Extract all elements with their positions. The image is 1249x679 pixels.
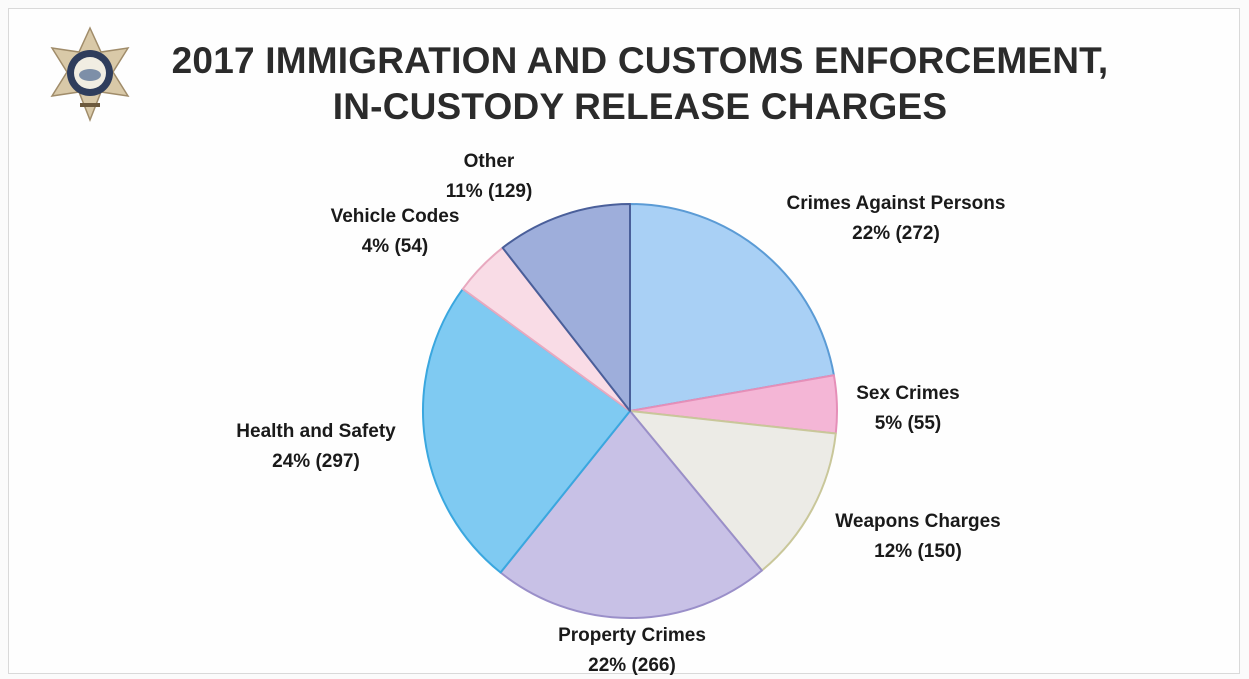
slice-value-label-other: 11% (129) xyxy=(446,181,533,202)
slice-label-crimes-against-persons: Crimes Against Persons xyxy=(787,193,1006,214)
slice-value-label-weapons-charges: 12% (150) xyxy=(874,541,962,562)
slice-value-label-vehicle-codes: 4% (54) xyxy=(362,236,429,257)
pie-slice-weapons-charges xyxy=(629,410,837,572)
slice-value-label-crimes-against-persons: 22% (272) xyxy=(852,223,940,244)
chart-title: 2017 IMMIGRATION AND CUSTOMS ENFORCEMENT… xyxy=(140,38,1140,130)
pie-slice-other xyxy=(501,203,631,412)
pie-slice-health-and-safety xyxy=(422,287,631,574)
slice-label-sex-crimes: Sex Crimes xyxy=(856,383,960,404)
pie-slice-crimes-against-persons xyxy=(629,203,835,412)
sheriff-star-badge-icon xyxy=(50,26,130,123)
slice-value-label-sex-crimes: 5% (55) xyxy=(875,413,942,434)
slice-value-label-property-crimes: 22% (266) xyxy=(588,655,676,676)
chart-title-line-2: IN-CUSTODY RELEASE CHARGES xyxy=(332,86,948,127)
slice-label-health-and-safety: Health and Safety xyxy=(236,421,396,442)
slice-label-weapons-charges: Weapons Charges xyxy=(835,511,1000,532)
slice-label-property-crimes: Property Crimes xyxy=(558,625,706,646)
slice-label-vehicle-codes: Vehicle Codes xyxy=(331,206,460,227)
slice-label-other: Other xyxy=(464,151,515,172)
chart-title-line-1: 2017 IMMIGRATION AND CUSTOMS ENFORCEMENT… xyxy=(171,40,1109,81)
pie-slice-property-crimes xyxy=(499,410,763,619)
slice-value-label-health-and-safety: 24% (297) xyxy=(272,451,360,472)
